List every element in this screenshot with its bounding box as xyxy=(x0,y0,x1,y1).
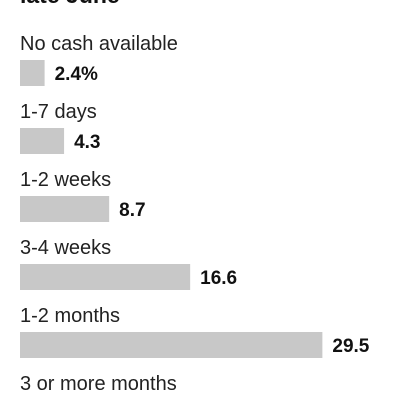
value-label: 29.5 xyxy=(332,336,369,357)
value-label: 4.3 xyxy=(74,132,100,153)
bar xyxy=(20,128,65,154)
chart-title: late June xyxy=(20,0,120,8)
category-label: 3-4 weeks xyxy=(20,237,111,259)
bar xyxy=(20,60,45,86)
category-label: 1-7 days xyxy=(20,101,97,123)
value-label: 2.4% xyxy=(55,64,98,85)
category-label: 1-2 months xyxy=(20,305,120,327)
category-label: No cash available xyxy=(20,33,178,55)
value-label: 8.7 xyxy=(119,200,145,221)
bar xyxy=(20,264,191,290)
value-label: 16.6 xyxy=(200,268,237,289)
bar xyxy=(20,332,323,358)
bar xyxy=(20,196,110,222)
category-label: 3 or more months xyxy=(20,373,177,395)
category-label: 1-2 weeks xyxy=(20,169,111,191)
